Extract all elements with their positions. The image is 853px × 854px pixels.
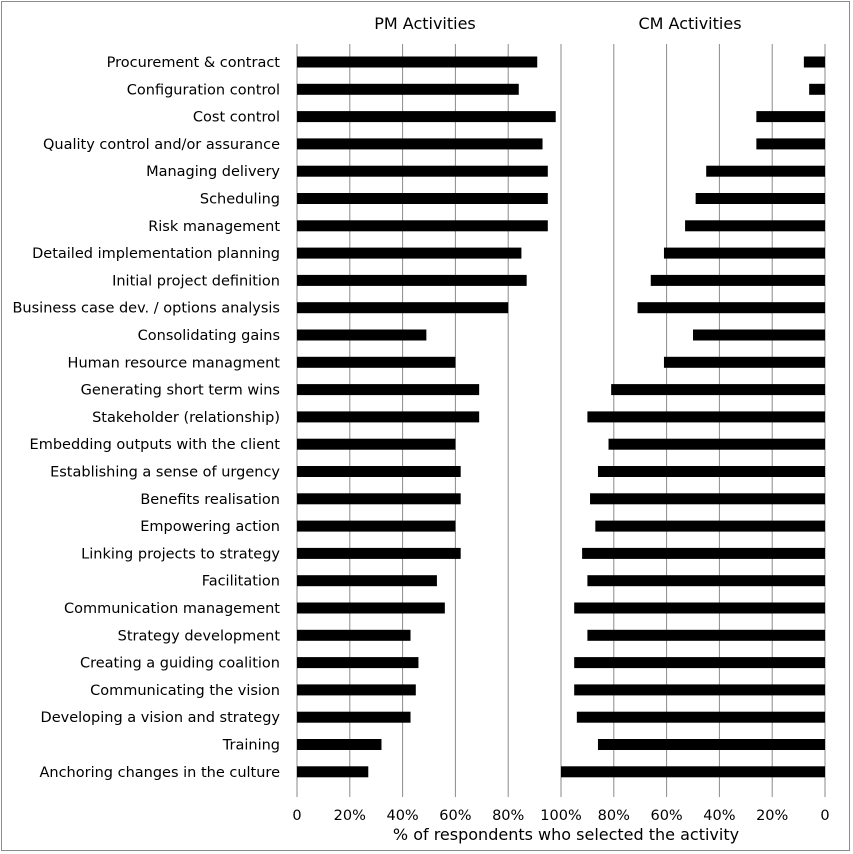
category-label: Anchoring changes in the culture xyxy=(39,765,280,781)
x-tick-label-left: 100% xyxy=(540,808,581,824)
category-label: Creating a guiding coalition xyxy=(80,656,280,672)
category-label: Detailed implementation planning xyxy=(32,246,280,262)
bar-pm xyxy=(297,766,369,778)
bar-pm xyxy=(297,493,461,505)
bar-cm xyxy=(663,356,825,368)
bar-pm xyxy=(297,274,527,286)
bar-pm xyxy=(297,384,480,396)
bar-pm xyxy=(297,657,419,669)
bar-pm xyxy=(297,165,548,177)
bar-cm xyxy=(756,138,825,150)
bar-cm xyxy=(561,766,825,778)
x-tick-label-left: 60% xyxy=(439,808,471,824)
category-label: Establishing a sense of urgency xyxy=(50,465,280,481)
bar-cm xyxy=(809,83,825,95)
category-label: Generating short term wins xyxy=(81,383,280,399)
bar-cm xyxy=(582,547,825,559)
bar-cm xyxy=(595,520,825,532)
bar-pm xyxy=(297,711,411,723)
bar-cm xyxy=(574,657,825,669)
category-label: Consolidating gains xyxy=(138,328,280,344)
bar-cm xyxy=(706,165,825,177)
category-label: Procurement & contract xyxy=(107,55,281,71)
bar-pm xyxy=(297,466,461,477)
x-tick-label-right: 80% xyxy=(598,808,630,824)
bar-cm xyxy=(576,711,825,723)
category-label: Training xyxy=(222,738,280,754)
bar-cm xyxy=(587,411,825,423)
bar-pm xyxy=(297,247,522,259)
bar-pm xyxy=(297,602,445,614)
series-title-cm: CM Activities xyxy=(638,14,741,33)
category-label: Embedding outputs with the client xyxy=(30,437,281,453)
bar-cm xyxy=(650,274,825,286)
series-title-pm: PM Activities xyxy=(374,14,476,33)
category-label: Linking projects to strategy xyxy=(81,546,280,562)
bar-pm xyxy=(297,220,548,232)
x-tick-label-right: 60% xyxy=(650,808,682,824)
bar-pm xyxy=(297,302,509,314)
x-tick-label-right: 0 xyxy=(820,808,829,824)
category-label: Scheduling xyxy=(200,192,280,208)
bar-pm xyxy=(297,520,456,532)
bar-cm xyxy=(597,739,825,750)
bar-pm xyxy=(297,138,543,150)
bar-cm xyxy=(574,684,825,696)
x-tick-label-left: 80% xyxy=(492,808,524,824)
bar-pm xyxy=(297,111,556,123)
bar-pm xyxy=(297,547,461,559)
bar-cm xyxy=(803,56,825,68)
bar-cm xyxy=(590,493,825,505)
bar-pm xyxy=(297,684,416,696)
category-label: Strategy development xyxy=(118,628,281,644)
category-label: Communicating the vision xyxy=(90,683,280,699)
bar-cm xyxy=(637,302,825,314)
bar-pm xyxy=(297,329,427,341)
bar-pm xyxy=(297,575,437,587)
category-label: Developing a vision and strategy xyxy=(41,710,281,726)
category-label: Facilitation xyxy=(202,574,280,590)
category-label: Stakeholder (relationship) xyxy=(92,410,280,426)
category-label: Human resource managment xyxy=(68,355,281,371)
x-axis-label: % of respondents who selected the activi… xyxy=(393,825,739,844)
bar-cm xyxy=(663,247,825,259)
bar-pm xyxy=(297,193,548,204)
bar-pm xyxy=(297,56,538,68)
bar-pm xyxy=(297,629,411,641)
category-label: Cost control xyxy=(193,110,280,126)
category-label: Quality control and/or assurance xyxy=(43,137,280,153)
bar-cm xyxy=(587,629,825,641)
category-label: Empowering action xyxy=(140,519,280,535)
bar-pm xyxy=(297,356,456,368)
bar-cm xyxy=(597,466,825,477)
bar-cm xyxy=(574,602,825,614)
bar-cm xyxy=(587,575,825,587)
bar-pm xyxy=(297,438,456,450)
x-tick-label-left: 0 xyxy=(292,808,301,824)
category-label: Managing delivery xyxy=(146,164,280,180)
category-label: Benefits realisation xyxy=(140,492,280,508)
category-label: Configuration control xyxy=(127,82,280,98)
category-label: Risk management xyxy=(148,219,280,235)
bar-cm xyxy=(685,220,825,232)
category-label: Communication management xyxy=(64,601,280,617)
bar-cm xyxy=(693,329,825,341)
category-label: Initial project definition xyxy=(112,273,280,289)
x-tick-label-left: 40% xyxy=(386,808,418,824)
bar-cm xyxy=(608,438,825,450)
x-tick-label-left: 20% xyxy=(334,808,366,824)
bar-cm xyxy=(756,111,825,123)
bar-cm xyxy=(695,193,825,204)
bar-pm xyxy=(297,739,382,750)
x-tick-label-right: 20% xyxy=(756,808,788,824)
bar-pm xyxy=(297,411,480,423)
bar-cm xyxy=(611,384,825,396)
category-label: Business case dev. / options analysis xyxy=(12,301,280,317)
bar-pm xyxy=(297,83,519,95)
x-tick-label-right: 40% xyxy=(703,808,735,824)
